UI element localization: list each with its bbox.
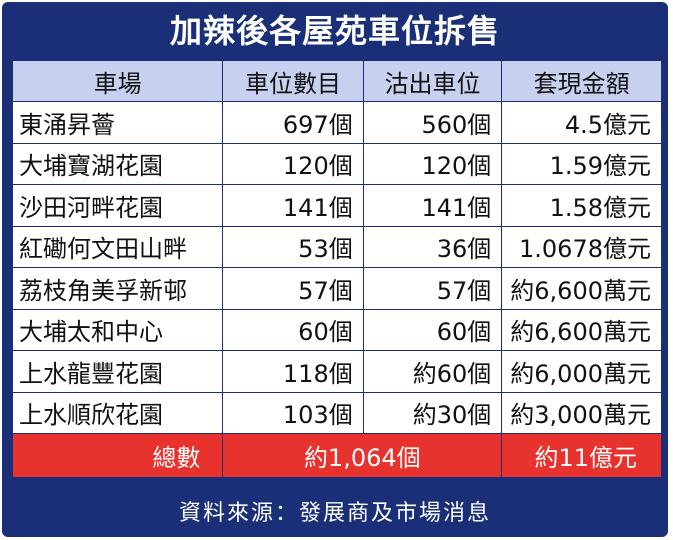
header-car-park: 車場 — [11, 60, 224, 102]
row-sold: 120個 — [362, 142, 503, 185]
row-sold: 60個 — [362, 308, 503, 351]
row-sold: 36個 — [362, 225, 503, 268]
table-row: 紅磡何文田山畔 53個 36個 1.0678億元 — [11, 225, 662, 268]
total-row: 總數 約1,064個 約11億元 — [11, 433, 662, 478]
row-name: 沙田河畔花園 — [11, 184, 224, 227]
row-name: 紅磡何文田山畔 — [11, 225, 224, 268]
row-cash: 1.58億元 — [501, 184, 662, 227]
row-cash: 約3,000萬元 — [501, 391, 662, 434]
row-spaces: 57個 — [222, 267, 364, 310]
table-row: 東涌昇薈 697個 560個 4.5億元 — [11, 101, 662, 144]
table-row: 荔枝角美孚新邨 57個 57個 約6,600萬元 — [11, 267, 662, 310]
row-spaces: 118個 — [222, 350, 364, 393]
row-sold: 560個 — [362, 101, 503, 144]
header-spaces: 車位數目 — [222, 60, 364, 102]
row-sold: 141個 — [362, 184, 503, 227]
row-cash: 1.59億元 — [501, 142, 662, 185]
row-spaces: 120個 — [222, 142, 364, 185]
row-name: 上水順欣花園 — [11, 391, 224, 434]
row-spaces: 103個 — [222, 391, 364, 434]
row-name: 東涌昇薈 — [11, 101, 224, 144]
row-cash: 1.0678億元 — [501, 225, 662, 268]
table-row: 上水順欣花園 103個 約30個 約3,000萬元 — [11, 391, 662, 434]
total-label: 總數 — [11, 433, 224, 478]
header-row: 車場 車位數目 沽出車位 套現金額 — [11, 60, 662, 102]
row-spaces: 697個 — [222, 101, 364, 144]
row-name: 荔枝角美孚新邨 — [11, 267, 224, 310]
table-row: 沙田河畔花園 141個 141個 1.58億元 — [11, 184, 662, 227]
table-row: 大埔太和中心 60個 60個 約6,600萬元 — [11, 308, 662, 351]
table-row: 大埔寶湖花園 120個 120個 1.59億元 — [11, 142, 662, 185]
header-sold: 沽出車位 — [362, 60, 503, 102]
table-title: 加辣後各屋苑車位拆售 — [169, 12, 500, 50]
row-cash: 約6,600萬元 — [501, 267, 662, 310]
header-cash: 套現金額 — [501, 60, 662, 102]
row-spaces: 53個 — [222, 225, 364, 268]
row-sold: 約60個 — [362, 350, 503, 393]
row-name: 上水龍豐花園 — [11, 350, 224, 393]
row-sold: 57個 — [362, 267, 503, 310]
row-name: 大埔寶湖花園 — [11, 142, 224, 185]
row-name: 大埔太和中心 — [11, 308, 224, 351]
source-note: 資料來源：發展商及市場消息 — [178, 501, 491, 526]
row-sold: 約30個 — [362, 391, 503, 434]
total-sold: 約1,064個 — [222, 433, 503, 478]
row-cash: 4.5億元 — [501, 101, 662, 144]
row-cash: 約6,600萬元 — [501, 308, 662, 351]
row-cash: 約6,000萬元 — [501, 350, 662, 393]
table-row: 上水龍豐花園 118個 約60個 約6,000萬元 — [11, 350, 662, 393]
row-spaces: 141個 — [222, 184, 364, 227]
total-cash: 約11億元 — [501, 433, 662, 478]
row-spaces: 60個 — [222, 308, 364, 351]
car-park-table: 車場 車位數目 沽出車位 套現金額 東涌昇薈 697個 560個 4.5億元 大… — [11, 60, 662, 478]
